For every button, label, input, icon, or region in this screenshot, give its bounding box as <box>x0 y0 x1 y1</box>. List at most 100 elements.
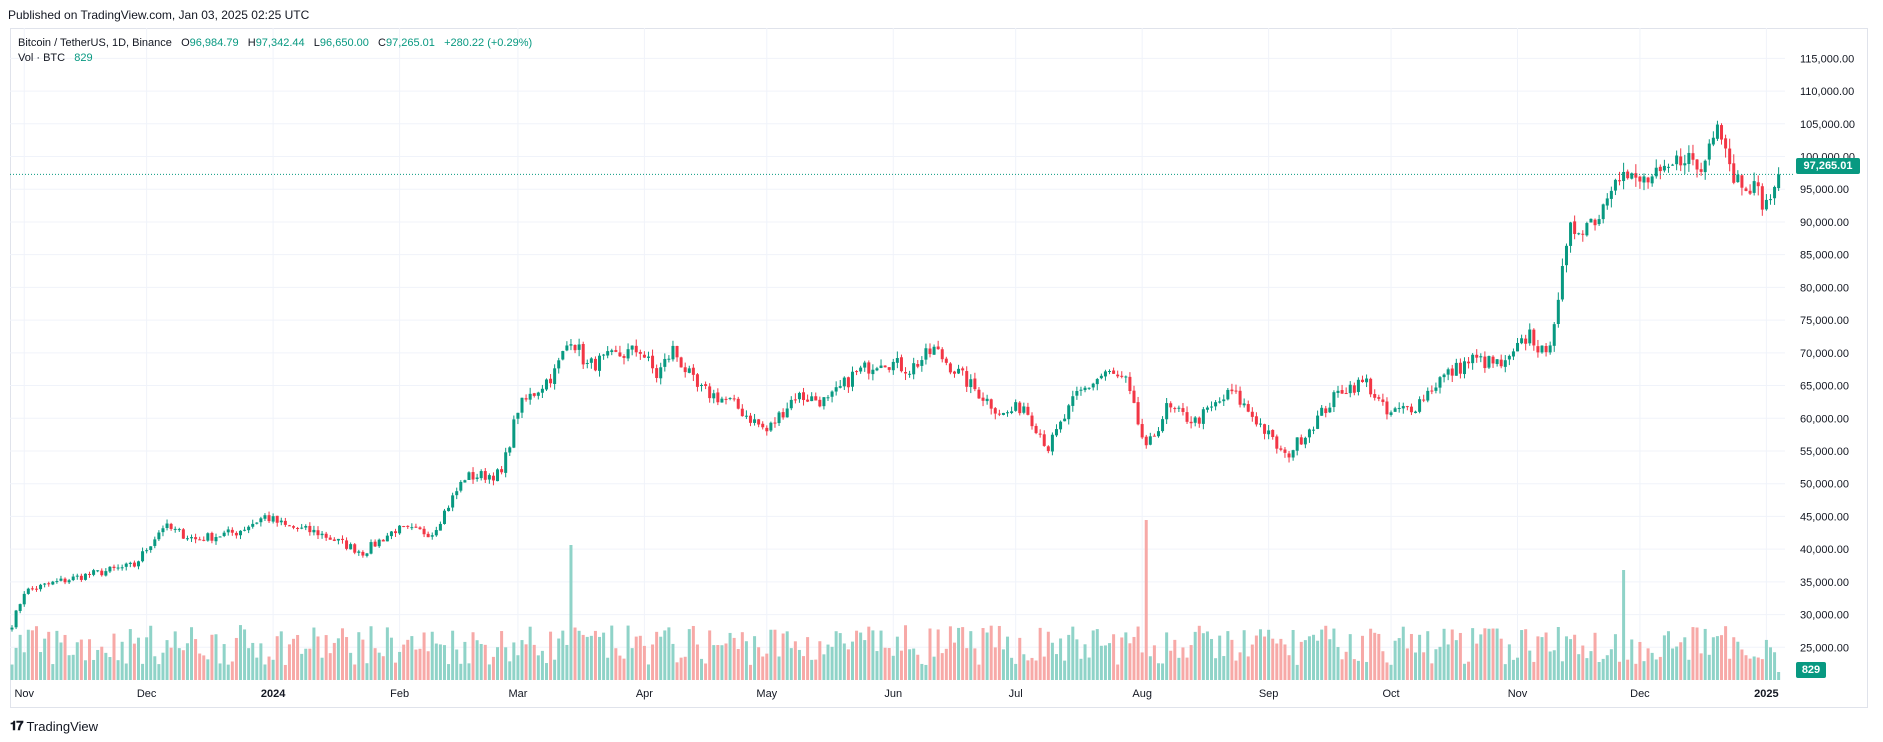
candle-body <box>108 566 112 572</box>
chart-frame[interactable] <box>10 28 1868 708</box>
volume-bar <box>606 657 610 680</box>
candle-body <box>1006 412 1010 414</box>
volume-bar <box>1377 633 1381 680</box>
volume-bar <box>1450 629 1454 680</box>
candle-body <box>1238 390 1242 405</box>
candle-body <box>875 368 879 371</box>
volume-bar <box>1752 656 1756 680</box>
footer-brand[interactable]: 𝟏𝟕 TradingView <box>10 718 98 734</box>
volume-bar <box>255 657 259 680</box>
candle-body <box>247 526 251 531</box>
volume-bar <box>1120 637 1124 680</box>
volume-bar <box>320 657 324 680</box>
volume-bar <box>365 663 369 680</box>
volume-bar <box>1283 644 1287 680</box>
candle-body <box>904 371 908 374</box>
volume-bar <box>1454 640 1458 680</box>
candle-body <box>1030 415 1034 427</box>
volume-bar <box>1414 652 1418 680</box>
volume-bar <box>475 640 479 680</box>
volume-bar <box>426 651 430 680</box>
candle-body <box>1193 417 1197 423</box>
candle-body <box>418 527 422 530</box>
volume-bar <box>720 645 724 680</box>
candle-body <box>1075 390 1079 396</box>
candle-body <box>1283 449 1287 453</box>
candle-body <box>153 539 157 546</box>
y-tick-label: 65,000.00 <box>1800 381 1849 393</box>
candle-body <box>136 561 140 567</box>
volume-bar <box>1540 637 1544 680</box>
candle-body <box>769 422 773 431</box>
volume-bar <box>1267 629 1271 680</box>
volume-bar <box>88 639 92 680</box>
candle-body <box>630 345 634 350</box>
volume-bar <box>977 664 981 680</box>
volume-bar <box>1038 627 1042 680</box>
candle-body <box>1687 152 1691 165</box>
candle-body <box>1389 412 1393 415</box>
volume-bar <box>528 626 532 680</box>
candle-body <box>1707 143 1711 160</box>
volume-bar <box>198 653 202 680</box>
candle-body <box>467 472 471 480</box>
volume-bar <box>1385 662 1389 680</box>
volume-bar <box>271 659 275 680</box>
candle-body <box>1658 166 1662 172</box>
candle-body <box>1475 354 1479 358</box>
candle-body <box>1263 424 1267 434</box>
volume-bar <box>222 644 226 680</box>
candle-body <box>1071 396 1075 406</box>
volume-bar <box>1103 645 1107 680</box>
candle-body <box>1348 384 1352 394</box>
volume-bar <box>1348 634 1352 680</box>
volume-bar <box>10 664 14 680</box>
candle-body <box>83 573 87 580</box>
volume-bar <box>1242 630 1246 680</box>
candle-body <box>1764 199 1768 210</box>
candle-body <box>1609 190 1613 199</box>
candle-body <box>899 357 903 372</box>
volume-bar <box>181 650 185 680</box>
candle-body <box>1503 360 1507 367</box>
volume-bar <box>1573 634 1577 680</box>
volume-bar <box>275 636 279 680</box>
volume-bar <box>965 648 969 680</box>
y-tick-label: 60,000.00 <box>1800 413 1849 425</box>
candle-body <box>895 358 899 363</box>
candle-body <box>1720 125 1724 140</box>
volume-bar <box>1328 639 1332 680</box>
volume-bar <box>802 656 806 680</box>
volume-bar <box>267 656 271 680</box>
volume-bar <box>1491 628 1495 680</box>
candle-body <box>442 510 446 524</box>
volume-bar <box>328 653 332 680</box>
candle-body <box>940 349 944 360</box>
volume-bar <box>1479 634 1483 680</box>
volume-bar <box>1144 520 1148 680</box>
volume-bar <box>116 660 120 680</box>
volume-bar <box>997 625 1001 680</box>
candle-body <box>1467 361 1471 364</box>
volume-bar <box>1132 636 1136 680</box>
candle-body <box>1205 407 1209 410</box>
candle-body <box>1560 266 1564 300</box>
candle-body <box>508 447 512 453</box>
volume-bar <box>1320 629 1324 680</box>
volume-bar <box>1760 659 1764 680</box>
candle-body <box>549 378 553 384</box>
volume-bar <box>263 664 267 680</box>
volume-bar <box>842 643 846 680</box>
x-tick-label: Nov <box>14 688 34 700</box>
volume-bar <box>704 663 708 680</box>
candle-body <box>602 354 606 356</box>
candle-body <box>43 583 47 585</box>
candle-body <box>777 412 781 424</box>
candle-body <box>1593 219 1597 226</box>
volume-bar <box>1234 660 1238 680</box>
volume-bar <box>1613 634 1617 680</box>
candle-body <box>850 371 854 387</box>
volume-bar <box>414 649 418 680</box>
volume-bar <box>34 626 38 680</box>
